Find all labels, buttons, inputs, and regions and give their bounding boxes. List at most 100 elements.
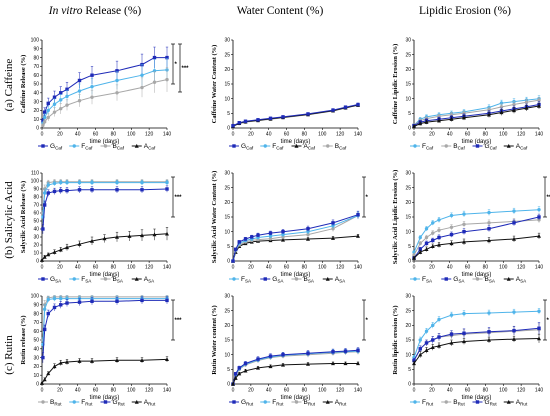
data-point-A — [77, 359, 82, 363]
x-tick-label: 40 — [447, 132, 453, 138]
legend-label-G-sub: Rut — [490, 402, 498, 407]
legend-label-B-sub: SA — [489, 279, 496, 284]
series-line-A — [232, 363, 358, 385]
significance-label: * — [547, 318, 550, 324]
data-point-F — [42, 307, 47, 311]
data-point-A — [437, 118, 441, 123]
data-point-A — [233, 376, 238, 380]
data-point-A — [418, 352, 423, 357]
data-point-A — [231, 381, 235, 386]
legend-label-A-sub: Rut — [339, 402, 347, 407]
y-tick-label: 15 — [405, 82, 411, 88]
legend-marker-G — [232, 400, 236, 404]
x-tick-label: 80 — [111, 388, 117, 394]
data-point-F — [165, 180, 169, 185]
y-tick-label: 100 — [31, 294, 40, 300]
data-point-F — [437, 317, 441, 322]
legend-label-B: BSA — [304, 276, 315, 284]
legend-label-G-base: G — [485, 143, 490, 150]
data-point-A — [42, 377, 47, 382]
data-point-G — [237, 121, 241, 125]
y-tick-label: 30 — [224, 294, 230, 300]
legend-label-F-sub: Rut — [85, 402, 93, 407]
x-tick-label: 20 — [429, 132, 435, 138]
chart-panel-4: 0 20 40 60 80 100 120 140 0 5 10 15 20 25 30 time (days… — [211, 171, 369, 284]
y-tick-label: 25 — [405, 185, 411, 191]
y-tick-label: 0 — [227, 126, 230, 132]
series-line-G — [413, 327, 540, 361]
data-point-B — [59, 106, 63, 111]
data-point-F — [487, 210, 491, 215]
y-tick-label: 10 — [405, 352, 411, 358]
data-point-A — [42, 254, 47, 259]
legend-marker-G — [475, 144, 480, 148]
legend-label-G-base: G — [241, 143, 246, 150]
data-point-G — [306, 112, 310, 116]
x-tick-label: 100 — [499, 388, 508, 394]
significance-label: *** — [182, 66, 190, 72]
legend-label-A: ARut — [144, 399, 156, 407]
legend-label-A: ACaf — [144, 143, 156, 151]
chart-panel-1: 0 20 40 60 80 100 120 140 0 5 10 15 20 25 30 time (days… — [211, 38, 362, 151]
legend-label-F-sub: SA — [85, 279, 92, 284]
y-tick-label: 70 — [33, 203, 39, 209]
y-tick-label: 0 — [36, 382, 39, 388]
x-tick-label: 120 — [336, 132, 345, 138]
legend-label-F-base: F — [422, 143, 426, 150]
y-tick-label: 0 — [408, 126, 411, 132]
significance-label: *** — [175, 195, 183, 201]
significance-bracket: *** — [171, 176, 183, 218]
data-point-A — [356, 361, 360, 366]
legend-label-F-sub: SA — [426, 279, 433, 284]
data-point-G — [41, 355, 45, 360]
legend-label-A: ASA — [516, 276, 527, 284]
data-point-A — [412, 361, 416, 366]
data-point-B — [449, 113, 454, 117]
y-axis-label: Caffeine Lipidic Erosion (%) — [392, 44, 399, 125]
data-point-G — [42, 110, 47, 114]
data-point-G — [90, 299, 94, 303]
data-point-G — [256, 357, 260, 361]
legend-marker-F — [72, 144, 76, 148]
data-point-A — [165, 231, 169, 236]
legend: FCaf BCaf GCaf ACaf — [410, 143, 528, 151]
data-point-A — [512, 337, 516, 341]
legend-label-F-sub: Caf — [276, 146, 284, 151]
y-tick-label: 5 — [408, 244, 411, 250]
legend-marker-B — [444, 144, 448, 148]
data-point-B — [90, 95, 94, 99]
series-B — [41, 67, 169, 128]
y-axis-label: Caffeine Release (%) — [20, 55, 27, 113]
x-tick-label: 120 — [517, 265, 526, 271]
data-point-G — [424, 341, 429, 345]
data-point-G — [356, 348, 360, 352]
data-point-F — [59, 296, 63, 301]
series-A — [231, 361, 360, 386]
data-point-G — [165, 55, 169, 60]
y-tick-label: 20 — [405, 67, 411, 73]
series-F — [412, 308, 541, 360]
data-point-G — [165, 298, 169, 303]
x-axis-label: time (days) — [90, 395, 120, 401]
x-tick-label: 100 — [499, 132, 508, 138]
y-tick-label: 5 — [227, 111, 230, 117]
data-point-G — [77, 78, 82, 83]
significance-bracket: *** — [171, 299, 182, 341]
series-line-F — [42, 69, 168, 124]
data-point-G — [331, 350, 335, 354]
data-point-F — [59, 180, 63, 185]
x-tick-label: 0 — [232, 132, 235, 138]
data-point-G — [331, 221, 335, 225]
y-tick-label: 60 — [33, 73, 39, 79]
data-point-B — [140, 85, 144, 90]
legend-marker-A — [325, 399, 330, 404]
significance-bracket: * — [362, 176, 369, 218]
legend-marker-A — [134, 143, 139, 148]
data-point-A — [281, 237, 285, 242]
data-point-F — [46, 183, 50, 187]
y-tick-label: 5 — [408, 111, 411, 117]
series-G — [231, 347, 360, 386]
data-point-F — [77, 89, 82, 93]
data-point-G — [537, 326, 541, 330]
series-F — [41, 179, 169, 224]
